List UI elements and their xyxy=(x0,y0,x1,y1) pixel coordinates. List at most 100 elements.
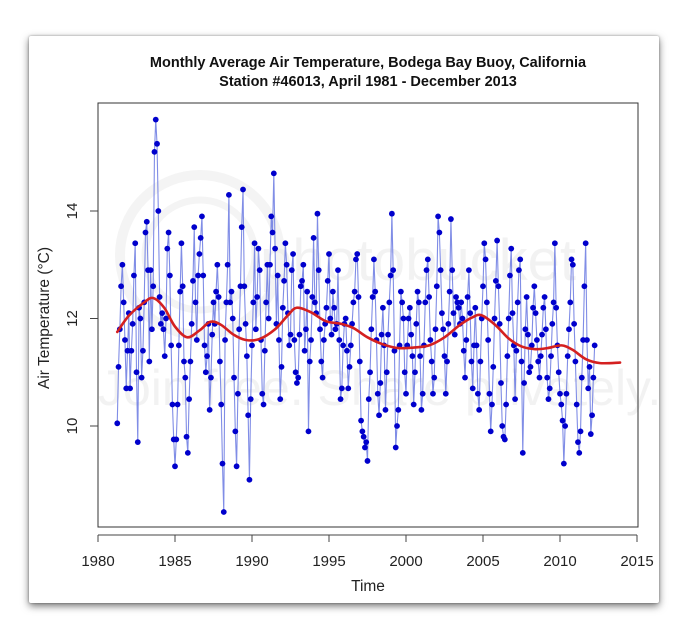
x-axis-label: Time xyxy=(351,578,385,595)
data-point xyxy=(165,229,172,236)
data-point xyxy=(122,337,128,343)
data-point xyxy=(317,326,323,333)
data-point xyxy=(422,299,429,306)
data-point xyxy=(261,347,268,354)
data-point xyxy=(436,229,443,236)
data-point xyxy=(519,449,526,456)
data-point xyxy=(486,390,493,397)
data-point xyxy=(401,369,408,376)
data-point xyxy=(477,358,484,365)
data-point xyxy=(228,288,235,295)
data-point xyxy=(127,385,133,392)
data-point xyxy=(367,369,373,376)
data-point xyxy=(541,294,548,300)
data-point xyxy=(410,401,417,408)
data-point xyxy=(288,267,295,274)
data-point xyxy=(267,261,273,268)
data-point xyxy=(186,396,193,403)
data-point xyxy=(274,272,281,279)
data-point xyxy=(426,294,432,300)
data-point xyxy=(540,304,547,311)
data-point xyxy=(346,363,353,370)
data-point xyxy=(208,374,214,381)
data-point xyxy=(200,272,207,279)
data-point xyxy=(156,294,163,300)
y-tick-label: 14 xyxy=(64,203,81,220)
data-point xyxy=(391,347,398,354)
data-point xyxy=(450,310,457,317)
data-point xyxy=(489,401,495,408)
data-point xyxy=(168,342,175,349)
data-point xyxy=(260,401,267,408)
data-point xyxy=(132,240,139,247)
data-point xyxy=(140,347,146,354)
data-point xyxy=(399,299,406,306)
data-point xyxy=(549,320,556,327)
data-point xyxy=(299,277,305,284)
data-point xyxy=(444,358,450,365)
data-point xyxy=(150,283,157,290)
data-point xyxy=(544,374,551,381)
data-point xyxy=(281,277,287,284)
data-point xyxy=(505,315,512,322)
data-point xyxy=(254,294,261,300)
data-point xyxy=(431,374,438,381)
y-tick-label: 12 xyxy=(64,310,81,327)
data-point xyxy=(532,310,539,317)
x-axis: 1980 1985 1990 1995 2000 2005 2010 2015 xyxy=(81,534,654,570)
data-point xyxy=(227,299,234,306)
data-point xyxy=(356,358,363,365)
data-point xyxy=(562,423,569,429)
data-point xyxy=(587,431,594,437)
data-point xyxy=(309,294,316,300)
data-point xyxy=(184,449,191,456)
data-point xyxy=(340,342,347,349)
data-point xyxy=(365,396,372,403)
data-point xyxy=(501,436,508,443)
data-point xyxy=(577,428,584,435)
data-point xyxy=(326,251,332,257)
data-point xyxy=(238,224,245,231)
data-point xyxy=(354,251,361,257)
data-point xyxy=(146,358,153,365)
data-point xyxy=(256,267,263,274)
data-point xyxy=(363,439,370,446)
data-point xyxy=(564,353,571,360)
data-point xyxy=(530,304,536,311)
data-point xyxy=(255,245,262,252)
data-point xyxy=(523,294,530,300)
data-point xyxy=(427,337,434,343)
data-point xyxy=(240,186,246,193)
data-point xyxy=(147,267,154,274)
data-point xyxy=(172,463,178,470)
data-point xyxy=(408,331,415,338)
data-point xyxy=(311,299,318,306)
data-point xyxy=(188,320,195,327)
data-point xyxy=(181,358,187,365)
y-axis: 10 12 14 xyxy=(64,203,98,434)
data-point xyxy=(462,374,468,381)
data-point xyxy=(525,331,531,338)
data-point xyxy=(336,337,343,343)
data-point xyxy=(386,299,393,306)
data-point xyxy=(468,358,475,365)
data-point xyxy=(234,390,241,397)
data-point xyxy=(494,237,501,244)
data-point xyxy=(347,342,354,349)
data-point xyxy=(166,272,173,279)
data-point xyxy=(380,304,386,311)
data-point xyxy=(249,342,255,349)
data-point xyxy=(551,240,558,247)
data-point xyxy=(534,337,540,343)
data-point xyxy=(464,294,471,300)
data-point xyxy=(206,406,213,413)
data-point xyxy=(308,337,314,343)
data-point xyxy=(174,401,181,408)
data-point xyxy=(437,267,444,274)
data-point xyxy=(392,444,399,451)
x-tick-label: 1985 xyxy=(158,553,191,570)
data-point xyxy=(209,331,216,338)
data-point xyxy=(149,326,155,333)
data-point xyxy=(295,374,302,381)
